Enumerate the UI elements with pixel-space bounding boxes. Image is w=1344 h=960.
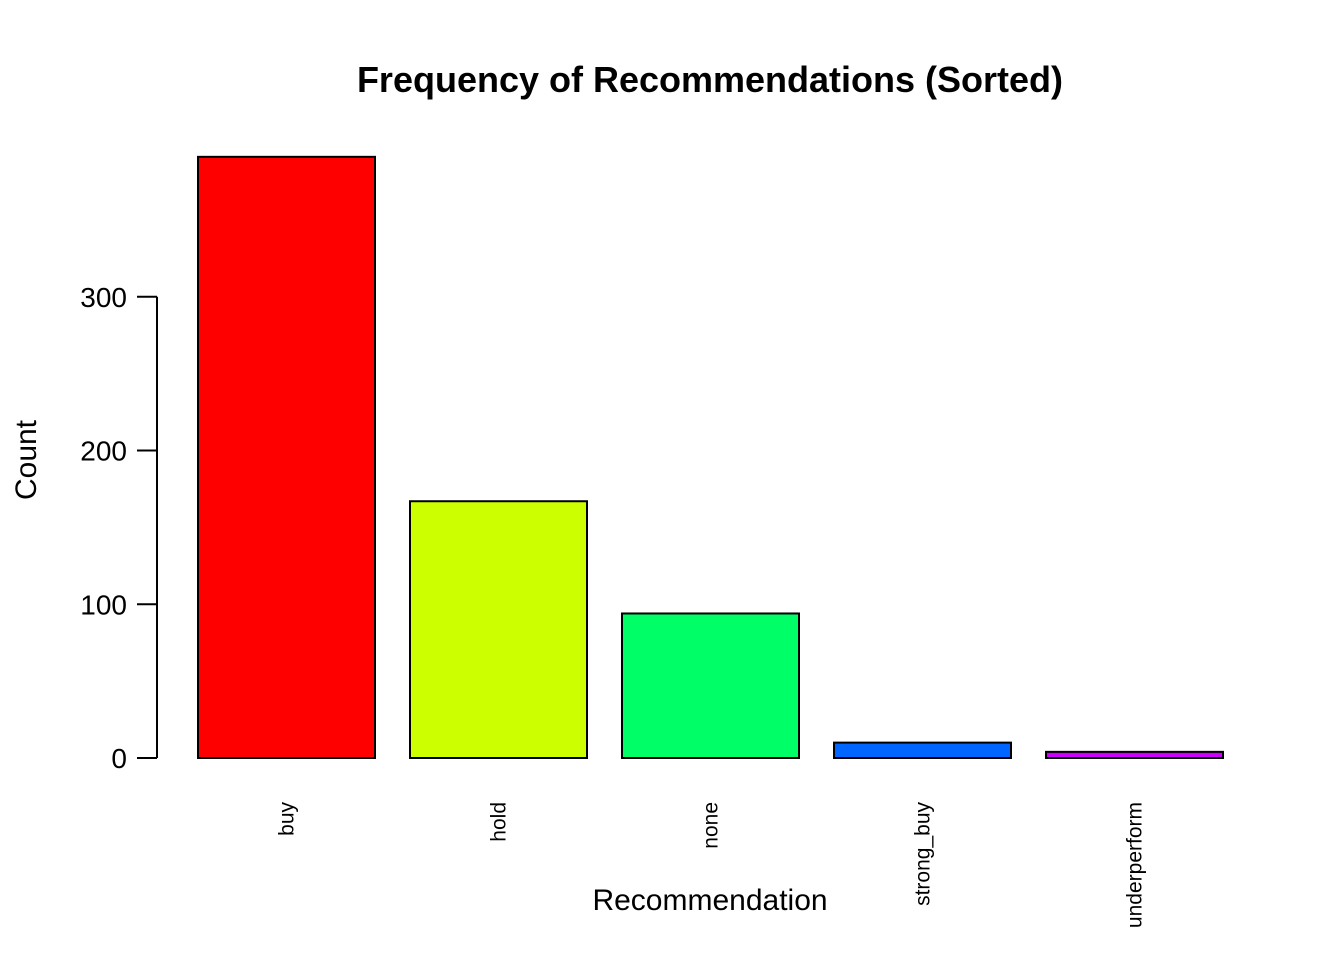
bar-none xyxy=(621,612,800,759)
bar-hold xyxy=(409,500,588,759)
y-tick-label-200: 200 xyxy=(80,436,127,467)
bar-underperform xyxy=(1045,750,1224,759)
x-tick-label-underperform: underperform xyxy=(1124,802,1147,928)
bar-buy xyxy=(197,155,376,759)
y-tick-label-100: 100 xyxy=(80,589,127,620)
bar-strong-buy xyxy=(833,741,1012,759)
x-category-labels: buy hold none strong_buy underperform xyxy=(276,802,1147,929)
y-tick-label-300: 300 xyxy=(80,282,127,313)
x-tick-label-none: none xyxy=(700,802,723,849)
y-axis-label: Count xyxy=(10,419,43,500)
x-tick-label-buy: buy xyxy=(276,802,299,836)
x-axis-label: Recommendation xyxy=(592,884,827,917)
y-tick-label-0: 0 xyxy=(111,743,127,774)
x-tick-label-hold: hold xyxy=(488,802,511,842)
y-axis: 0 100 200 300 xyxy=(80,282,158,774)
x-tick-label-strong-buy: strong_buy xyxy=(912,802,935,906)
bars-group xyxy=(197,155,1224,759)
chart-title: Frequency of Recommendations (Sorted) xyxy=(357,59,1063,100)
